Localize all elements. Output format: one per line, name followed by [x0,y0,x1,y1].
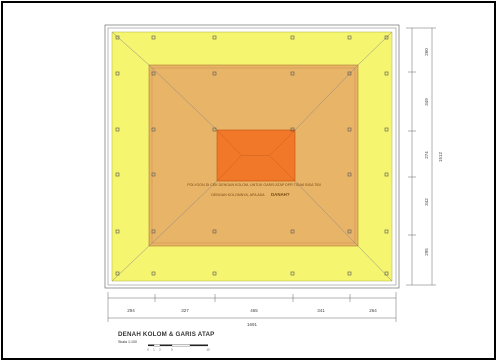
column [384,127,389,132]
column [151,229,156,234]
dim-right-3: 274 [424,151,429,159]
column [115,71,120,76]
column [290,71,295,76]
dim-right-total: 1512 [438,151,443,162]
column [347,127,352,132]
column [115,172,120,177]
column [115,127,120,132]
column [212,127,217,132]
column [212,71,217,76]
dim-right-4: 342 [424,198,429,206]
column-markers [115,35,389,276]
dim-bottom-total: 1691 [247,322,258,327]
drawing-scale: Skala 1:100 [118,340,137,344]
column [384,271,389,276]
annotation-emphasis: DANAH? [271,192,290,197]
core-hip-lines [216,129,296,182]
dim-bottom-4: 341 [317,308,325,313]
dim-right-5: 295 [424,248,429,256]
column [151,71,156,76]
column [115,271,120,276]
dim-bottom-1: 294 [127,308,135,313]
column [212,229,217,234]
column [290,35,295,40]
column [384,229,389,234]
column [290,127,295,132]
column [290,271,295,276]
roof-edge-outer [104,24,400,289]
right-dimension-lines [406,27,436,286]
column [347,71,352,76]
column [151,127,156,132]
annotation-line-2: DENGAN KOLOMNYA, APA ADA [211,193,265,197]
scale-bar-label: 0 [147,348,149,352]
column [151,271,156,276]
drawing-title: DENAH KOLOM & GARIS ATAP [118,331,214,338]
column [212,271,217,276]
column [347,172,352,177]
column [151,172,156,177]
column [115,35,120,40]
column [290,229,295,234]
column [212,35,217,40]
scale-bar [148,344,208,347]
roof-edge-inner [107,27,397,286]
scale-bar-label: 1 [153,348,155,352]
dim-bottom-5: 264 [369,308,377,313]
scale-bar-label: 5 [171,348,173,352]
column [384,71,389,76]
column [347,271,352,276]
dim-bottom-2: 327 [181,308,189,313]
roof-inner-border [151,67,356,244]
dim-right-1: 260 [424,48,429,56]
column [347,229,352,234]
column [115,229,120,234]
scale-bar-label: 2 [159,348,161,352]
column [151,35,156,40]
column [384,35,389,40]
scale-bar-label: 10 [207,348,210,352]
column [384,172,389,177]
dim-right-2: 349 [424,98,429,106]
dim-bottom-3: 465 [250,308,258,313]
column [347,35,352,40]
annotation-line-1: POLYGON DI CEK DENGAN KOLOM, UNTUK GARIS… [187,183,321,187]
bottom-dimension-lines [107,292,397,322]
